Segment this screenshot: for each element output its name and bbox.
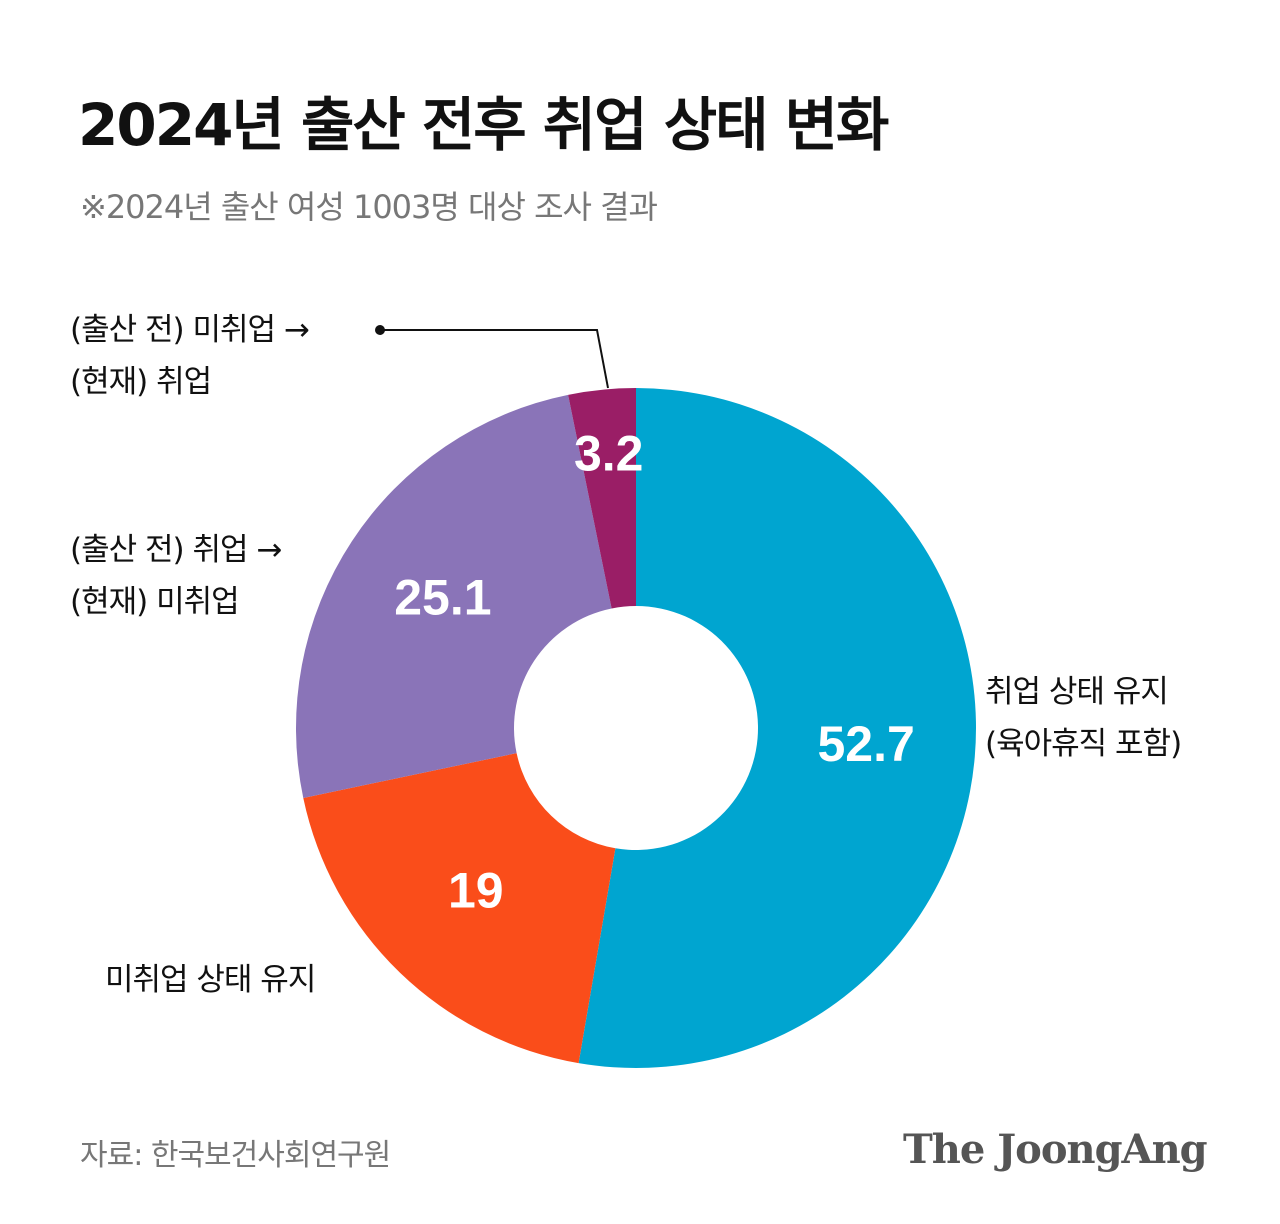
category-label: 취업 상태 유지 (육아휴직 포함) [985, 674, 1182, 762]
donut-slice [296, 394, 612, 798]
brand-logo: The JoongAng [903, 1126, 1208, 1173]
value-label: 25.1 [394, 569, 491, 625]
source: 자료: 한국보건사회연구원 [80, 1138, 391, 1173]
category-label: (출산 전) 취업 → (현재) 미취업 [70, 532, 282, 620]
category-label: 미취업 상태 유지 [105, 962, 316, 998]
leader-dot [375, 325, 385, 335]
donut-slice [303, 753, 616, 1064]
donut-slice [578, 388, 976, 1068]
category-label: (출산 전) 미취업 → (현재) 취업 [70, 312, 310, 400]
chart-subtitle: ※2024년 출산 여성 1003명 대상 조사 결과 [80, 188, 658, 226]
leader-line [380, 329, 609, 389]
value-label: 19 [448, 863, 504, 919]
value-label: 52.7 [818, 716, 915, 772]
donut-slice [568, 388, 636, 609]
value-label: 3.2 [574, 426, 644, 482]
chart-title: 2024년 출산 전후 취업 상태 변화 [78, 91, 889, 159]
